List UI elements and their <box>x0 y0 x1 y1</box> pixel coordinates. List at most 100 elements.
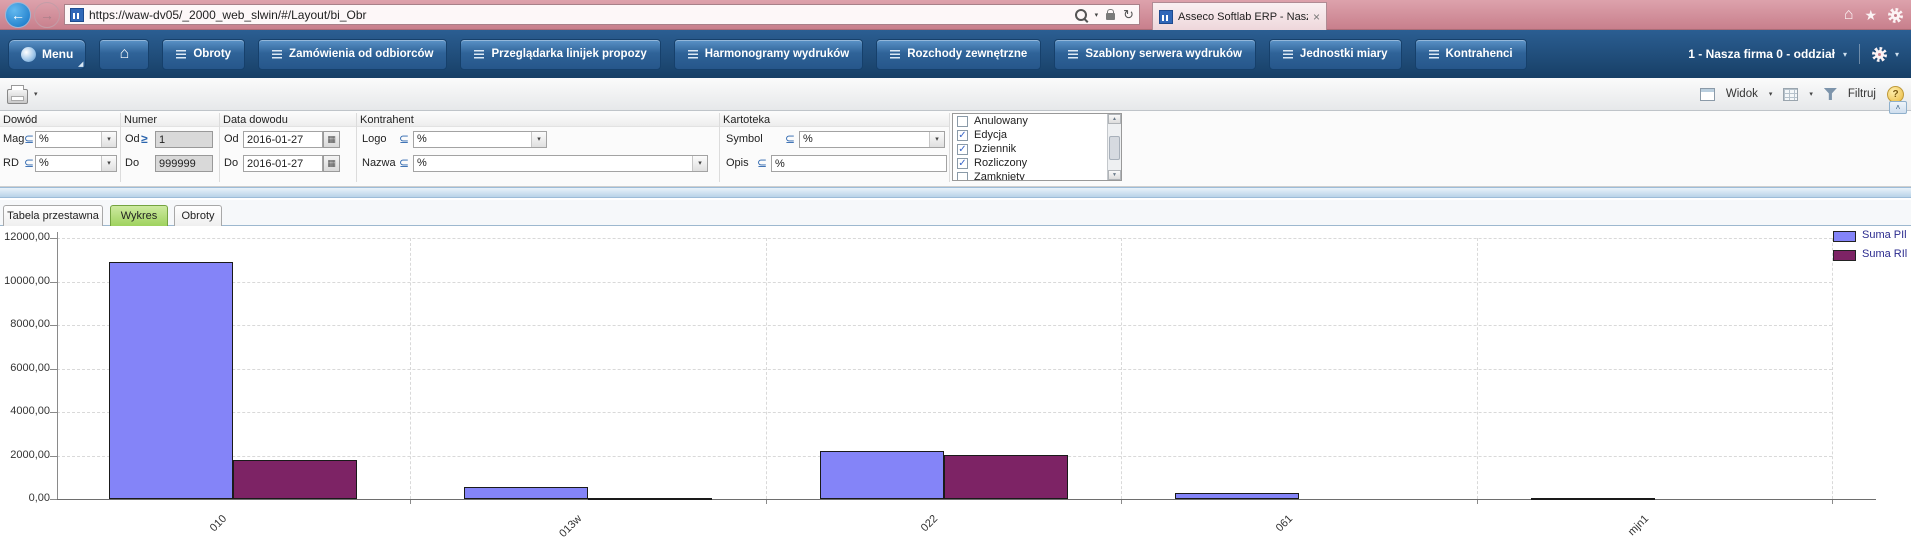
tab-tabela-przestawna[interactable]: Tabela przestawna <box>3 205 103 226</box>
chevron-down-icon[interactable]: ▾ <box>101 156 116 171</box>
status-label: Edycja <box>974 129 1008 141</box>
nav-button-przegladarka-linijek[interactable]: Przeglądarka linijek propozy <box>460 38 661 70</box>
symbol-combo[interactable]: % ▾ <box>799 131 945 148</box>
chevron-down-icon[interactable]: ▾ <box>34 91 38 98</box>
nav-button-kontrahenci[interactable]: Kontrahenci <box>1414 38 1527 70</box>
numer-od-input[interactable] <box>155 131 213 148</box>
browser-tab[interactable]: Asseco Softlab ERP - Nasza ... × <box>1152 2 1327 30</box>
status-item[interactable]: ✓ Dziennik <box>953 142 1108 156</box>
filter-button[interactable]: Filtruj <box>1847 88 1876 100</box>
checkbox[interactable] <box>957 171 968 180</box>
chevron-down-icon[interactable]: ▾ <box>1094 11 1099 19</box>
nav-button-jednostki-miary[interactable]: Jednostki miary <box>1268 38 1402 70</box>
chevron-down-icon[interactable]: ▾ <box>1809 91 1813 98</box>
y-gridline <box>57 281 1832 283</box>
chevron-down-icon[interactable]: ▾ <box>531 132 546 147</box>
view-button[interactable]: Widok <box>1725 88 1758 100</box>
combo-value: % <box>39 157 49 169</box>
bar-suma-pil-022 <box>819 451 944 499</box>
checkbox[interactable]: ✓ <box>957 129 968 141</box>
back-button[interactable]: ← <box>5 1 31 28</box>
refresh-icon[interactable]: ↻ <box>1123 6 1134 22</box>
field-label-logo: Logo <box>362 133 387 145</box>
chevron-down-icon[interactable]: ▾ <box>101 132 116 147</box>
calendar-icon[interactable]: ▦ <box>323 131 340 148</box>
tab-favicon-icon <box>1159 9 1173 24</box>
y-axis-label: 10000,00 <box>4 274 50 287</box>
menu-label: Menu <box>42 47 74 61</box>
collapse-filter-button[interactable]: ˄ <box>1889 101 1907 114</box>
opis-input[interactable] <box>771 155 947 172</box>
status-item[interactable]: ✓ Rozliczony <box>953 156 1108 170</box>
grid-options-icon[interactable] <box>1783 87 1799 101</box>
chevron-down-icon[interactable]: ▾ <box>1842 49 1847 59</box>
nav-button-obroty[interactable]: Obroty <box>162 38 246 70</box>
status-item[interactable]: Zamknięty <box>953 170 1108 180</box>
calendar-icon[interactable]: ▦ <box>323 155 340 172</box>
nav-button-harmonogramy-wydrukow[interactable]: Harmonogramy wydruków <box>673 38 864 70</box>
address-bar[interactable]: https://waw-dv05/_2000_web_slwin/#/Layou… <box>64 4 1140 25</box>
tab-obroty[interactable]: Obroty <box>174 205 222 226</box>
printer-icon[interactable] <box>7 84 28 104</box>
scrollbar[interactable]: ▲ ▼ <box>1107 114 1121 180</box>
checkbox[interactable]: ✓ <box>957 157 968 169</box>
corner-arrow-icon: ◢ <box>77 60 84 68</box>
field-label-do: Do <box>125 157 140 169</box>
date-do-input[interactable] <box>243 155 323 172</box>
date-od-input[interactable] <box>243 131 323 148</box>
forward-button[interactable]: → <box>34 1 60 28</box>
settings-gear-icon[interactable] <box>1871 46 1887 62</box>
home-icon[interactable]: ⌂ <box>1843 6 1854 23</box>
list-icon <box>890 49 901 59</box>
view-tab-bar: Tabela przestawna Wykres Obroty <box>0 200 1911 226</box>
url-text[interactable]: https://waw-dv05/_2000_web_slwin/#/Layou… <box>89 7 367 22</box>
mag-combo[interactable]: % ▾ <box>35 131 117 148</box>
status-item[interactable]: ✓ Edycja <box>953 128 1108 142</box>
checkbox[interactable]: ✓ <box>957 143 968 155</box>
view-window-icon <box>1699 87 1715 101</box>
numer-do-input[interactable] <box>155 155 213 172</box>
scroll-down-icon[interactable]: ▼ <box>1108 170 1121 180</box>
nav-button-szablony-serwera-wydrukow[interactable]: Szablony serwera wydruków <box>1054 38 1256 70</box>
nav-label: Obroty <box>193 48 232 60</box>
nav-label: Zamówienia od odbiorców <box>289 48 434 60</box>
chevron-down-icon[interactable]: ▾ <box>929 132 944 147</box>
nav-label: Jednostki miary <box>1299 48 1388 60</box>
company-selector[interactable]: 1 - Nasza firma 0 - oddział <box>1688 47 1835 61</box>
gear-icon[interactable] <box>1888 7 1903 23</box>
x-gridline <box>1832 238 1834 499</box>
search-icon[interactable] <box>1074 8 1087 21</box>
star-icon[interactable]: ★ <box>1864 6 1877 23</box>
status-item[interactable]: Anulowany <box>953 114 1108 128</box>
scrollbar-thumb[interactable] <box>1109 136 1120 160</box>
x-tick <box>1832 499 1834 504</box>
divider <box>719 113 720 182</box>
close-icon[interactable]: × <box>1312 9 1320 24</box>
x-tick <box>1476 499 1478 504</box>
chevron-down-icon[interactable]: ▾ <box>1768 91 1773 98</box>
nazwa-combo[interactable]: % ▾ <box>413 155 708 172</box>
splitter-bar[interactable] <box>0 187 1911 198</box>
menu-button[interactable]: Menu ◢ <box>8 38 87 70</box>
nav-button-rozchody-zewnetrzne[interactable]: Rozchody zewnętrzne <box>876 38 1042 70</box>
nav-button-zamowienia-od-odbiorcow[interactable]: Zamówienia od odbiorców <box>258 38 448 70</box>
y-axis-label: 2000,00 <box>10 448 50 461</box>
help-icon[interactable]: ? <box>1887 85 1904 103</box>
home-button[interactable]: ⌂ <box>99 38 150 70</box>
chevron-down-icon[interactable]: ▾ <box>1894 49 1899 59</box>
chevron-down-icon[interactable]: ▾ <box>692 156 707 171</box>
legend-swatch <box>1833 231 1856 242</box>
checkbox[interactable] <box>957 115 968 127</box>
site-favicon-icon <box>70 7 84 22</box>
x-tick <box>765 499 767 504</box>
y-gridline <box>57 412 1832 413</box>
nav-label: Rozchody zewnętrzne <box>907 48 1028 60</box>
rd-combo[interactable]: % ▾ <box>35 155 117 172</box>
y-tick <box>50 412 57 413</box>
scroll-up-icon[interactable]: ▲ <box>1108 114 1121 124</box>
logo-combo[interactable]: % ▾ <box>413 131 547 148</box>
subset-operator: ⊆ <box>399 156 410 170</box>
x-axis-label: 061 <box>1273 512 1296 535</box>
tab-wykres[interactable]: Wykres <box>110 205 168 226</box>
x-tick <box>410 499 412 504</box>
